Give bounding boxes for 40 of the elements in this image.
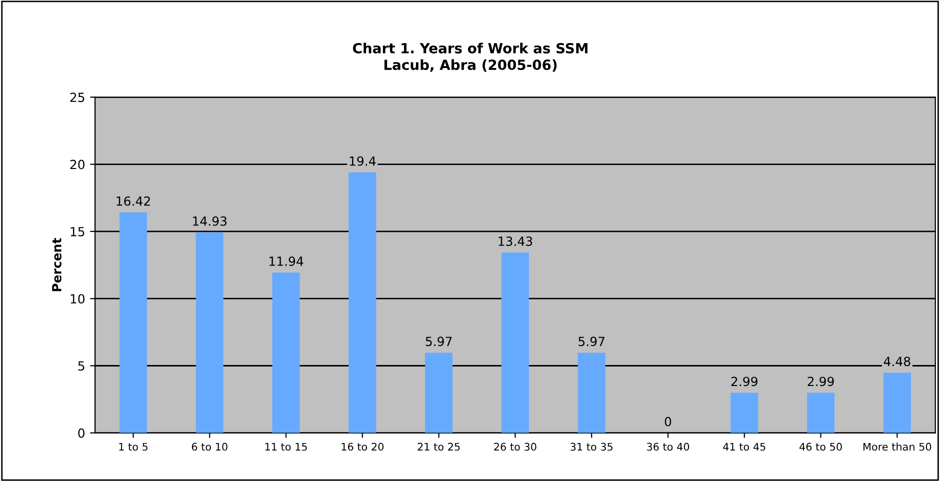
- bar: [425, 352, 453, 433]
- x-tick-label: 1 to 5: [119, 442, 148, 451]
- chart-title: Chart 1. Years of Work as SSM Lacub, Abra (2005-06): [352, 42, 588, 72]
- data-label: 2.99: [808, 376, 834, 386]
- x-tick-label: 6 to 10: [192, 442, 228, 451]
- bar: [272, 272, 300, 433]
- data-label: 0: [664, 416, 672, 426]
- bar: [348, 172, 376, 433]
- bar: [501, 252, 529, 433]
- x-tick-label: 16 to 20: [342, 442, 384, 451]
- y-tick-label: 10: [70, 294, 84, 304]
- data-label: 4.48: [884, 356, 910, 366]
- bar: [807, 392, 835, 433]
- x-tick-label: 46 to 50: [799, 442, 842, 451]
- y-tick-label: 25: [70, 92, 84, 102]
- data-label: 14.93: [193, 216, 227, 226]
- x-tick-label: 41 to 45: [723, 442, 766, 451]
- data-label: 16.42: [116, 196, 150, 206]
- data-label: 13.43: [498, 236, 532, 246]
- x-tick-label: 26 to 30: [494, 442, 536, 451]
- y-axis-title: Percent: [52, 238, 62, 292]
- x-tick-label: 11 to 15: [265, 442, 307, 451]
- bar: [119, 212, 147, 433]
- data-label: 2.99: [731, 376, 758, 386]
- data-label: 5.97: [578, 336, 604, 346]
- x-tick-label: 36 to 40: [646, 442, 690, 451]
- data-label: 11.94: [270, 256, 304, 266]
- y-tick-label: 0: [78, 428, 84, 438]
- y-tick-label: 15: [70, 227, 84, 236]
- data-label: 19.4: [350, 156, 376, 166]
- x-tick-label: 21 to 25: [418, 442, 460, 451]
- x-tick-label: More than 50: [863, 442, 932, 451]
- y-tick-label: 20: [70, 160, 84, 170]
- data-label: 5.97: [426, 336, 452, 346]
- bar: [196, 232, 224, 433]
- bar: [730, 392, 758, 433]
- x-tick-label: 31 to 35: [570, 442, 612, 451]
- bar: [578, 352, 606, 433]
- y-tick-label: 5: [78, 361, 84, 371]
- bar: [883, 372, 911, 433]
